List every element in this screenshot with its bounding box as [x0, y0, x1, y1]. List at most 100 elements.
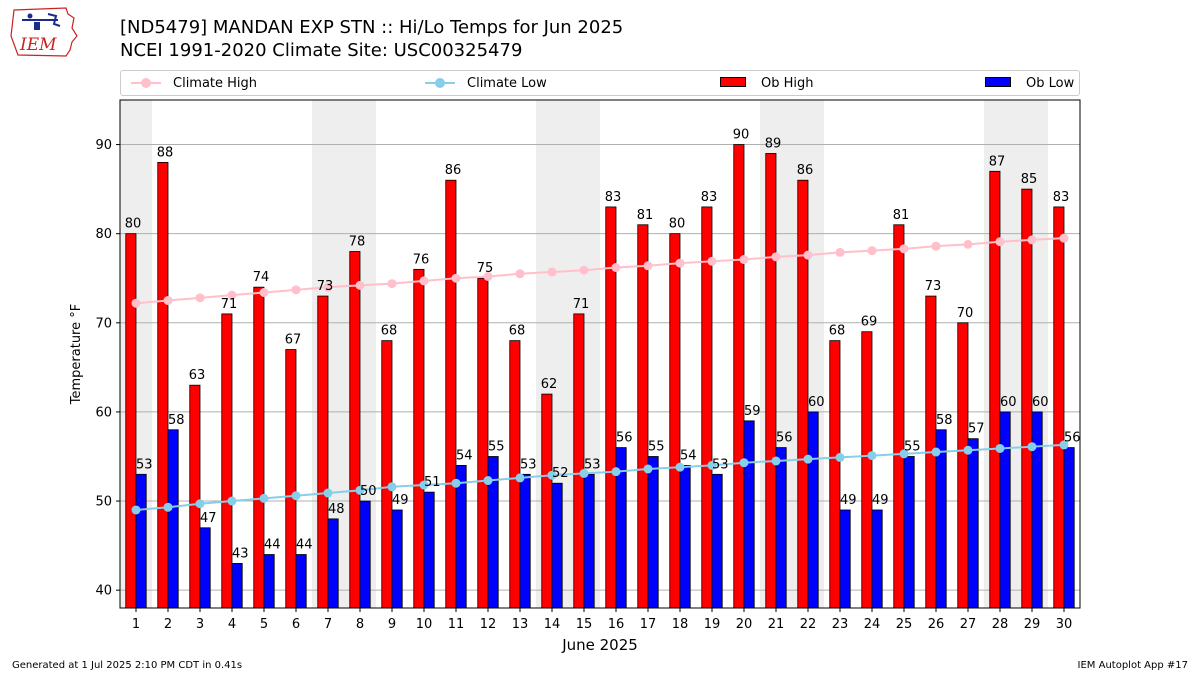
ob-high-label: 73 [925, 279, 942, 294]
climate-high-line-icon [131, 74, 161, 92]
x-tick-label: 23 [832, 617, 849, 632]
ob-high-bar [989, 170, 1001, 609]
climate-high-point [131, 298, 141, 308]
ob-high-bar [861, 331, 873, 609]
ob-low-bar [967, 438, 979, 609]
y-tick-label: 40 [95, 584, 112, 599]
chart-legend: Climate High Climate Low Ob High Ob Low [120, 70, 1080, 96]
climate-low-point [131, 505, 141, 515]
x-axis-label: June 2025 [561, 636, 638, 654]
ob-high-label: 67 [285, 333, 302, 348]
ob-high-bar [573, 313, 585, 609]
ob-low-bar [935, 429, 947, 609]
x-tick-label: 9 [388, 617, 396, 632]
x-tick-label: 10 [416, 617, 433, 632]
climate-high-point [259, 288, 269, 298]
x-tick-label: 4 [228, 617, 236, 632]
climate-high-point [995, 237, 1005, 247]
ob-low-label: 47 [200, 511, 217, 526]
x-tick-label: 30 [1056, 617, 1073, 632]
x-tick-label: 15 [576, 617, 593, 632]
ob-high-bar [125, 233, 137, 609]
ob-low-label: 58 [168, 413, 185, 428]
climate-low-point [803, 454, 813, 464]
ob-high-bar [701, 206, 713, 609]
y-tick-label: 60 [95, 405, 112, 420]
ob-low-bar [743, 420, 755, 609]
ob-high-label: 71 [221, 297, 238, 312]
legend-label-ob-high: Ob High [761, 75, 814, 91]
y-tick-label: 90 [95, 138, 112, 153]
x-tick-label: 5 [260, 617, 268, 632]
ob-high-label: 68 [509, 324, 526, 339]
climate-high-point [451, 273, 461, 283]
ob-low-bar [839, 509, 851, 609]
ob-high-label: 83 [605, 190, 622, 205]
climate-low-point [675, 462, 685, 472]
ob-high-label: 76 [413, 252, 430, 267]
ob-high-bar [253, 286, 265, 609]
ob-low-label: 49 [392, 493, 409, 508]
ob-low-label: 60 [1032, 395, 1049, 410]
climate-high-point [739, 255, 749, 265]
x-tick-label: 21 [768, 617, 785, 632]
climate-low-point [963, 445, 973, 455]
ob-high-label: 62 [541, 377, 558, 392]
ob-high-label: 81 [637, 208, 654, 223]
x-tick-label: 13 [512, 617, 529, 632]
ob-low-label: 44 [296, 538, 313, 553]
climate-low-point [483, 476, 493, 486]
ob-low-bar [903, 456, 915, 609]
ob-low-bar [167, 429, 179, 609]
legend-label-climate-high: Climate High [173, 75, 258, 91]
ob-high-bar [1021, 188, 1033, 609]
climate-high-point [515, 269, 525, 279]
x-tick-label: 16 [608, 617, 625, 632]
ob-low-label: 43 [232, 546, 249, 561]
climate-high-point [1027, 235, 1037, 245]
ob-high-label: 69 [861, 315, 878, 330]
ob-low-label: 53 [520, 457, 537, 472]
climate-high-point [867, 246, 877, 256]
ob-low-bar [295, 554, 307, 609]
climate-high-point [195, 293, 205, 303]
x-tick-label: 1 [132, 617, 140, 632]
footer-generated: Generated at 1 Jul 2025 2:10 PM CDT in 0… [12, 660, 243, 671]
climate-low-point [291, 491, 301, 501]
ob-high-label: 81 [893, 208, 910, 223]
ob-low-bar [551, 482, 563, 609]
climate-low-point [419, 480, 429, 490]
y-tick-label: 80 [95, 227, 112, 242]
ob-high-bar [445, 179, 457, 609]
climate-high-point [899, 244, 909, 254]
legend-label-climate-low: Climate Low [467, 75, 547, 91]
x-tick-label: 6 [292, 617, 300, 632]
ob-low-bar [1031, 411, 1043, 609]
ob-high-bar [829, 340, 841, 609]
ob-low-label: 59 [744, 404, 761, 419]
ob-high-label: 73 [317, 279, 334, 294]
climate-low-point [931, 447, 941, 457]
ob-high-bar [541, 393, 553, 609]
ob-low-bar [583, 473, 595, 609]
ob-high-bar [957, 322, 969, 609]
ob-low-bar [807, 411, 819, 609]
ob-low-label: 48 [328, 502, 345, 517]
climate-high-point [643, 261, 653, 271]
ob-high-bar [349, 251, 361, 609]
ob-low-bar [199, 527, 211, 609]
legend-label-ob-low: Ob Low [1026, 75, 1075, 91]
ob-high-bar [221, 313, 233, 609]
ob-low-label: 49 [840, 493, 857, 508]
ob-low-bar [519, 473, 531, 609]
ob-low-bar [999, 411, 1011, 609]
ob-low-bar [1063, 447, 1075, 609]
chart-title: [ND5479] MANDAN EXP STN :: Hi/Lo Temps f… [120, 17, 624, 38]
x-tick-label: 18 [672, 617, 689, 632]
ob-low-label: 53 [584, 457, 601, 472]
x-tick-label: 7 [324, 617, 332, 632]
climate-low-point [739, 458, 749, 468]
iem-logo: IEM [10, 7, 78, 57]
climate-high-point [611, 263, 621, 273]
climate-low-point [771, 456, 781, 466]
